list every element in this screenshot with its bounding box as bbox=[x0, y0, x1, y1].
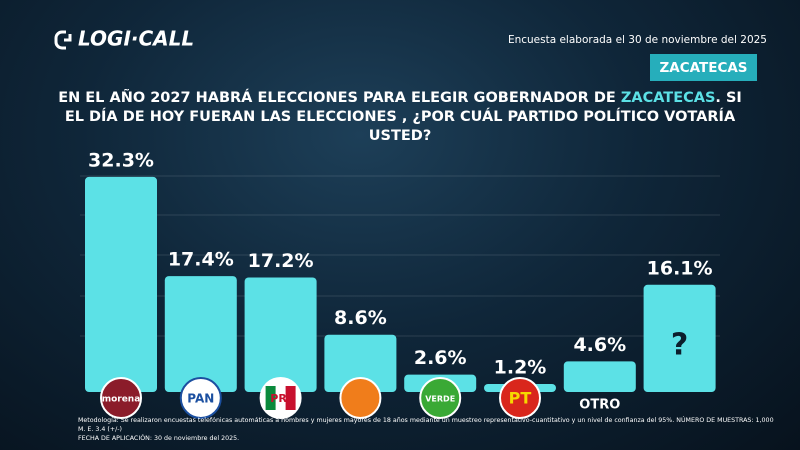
party-logo bbox=[419, 377, 462, 419]
title-highlight: ZACATECAS bbox=[620, 90, 716, 106]
category-label: PAN bbox=[187, 392, 214, 406]
category-label: OTRO bbox=[579, 398, 620, 413]
footnote-line: FECHA DE APLICACIÓN: 30 de noviembre del… bbox=[78, 435, 240, 442]
category-label: ? bbox=[671, 328, 688, 363]
bar bbox=[563, 361, 636, 392]
bar bbox=[85, 176, 157, 392]
title-part: . SI EL DÍA DE HOY FUERAN LAS ELECCIONES… bbox=[64, 90, 742, 144]
value-label: 8.6% bbox=[334, 307, 387, 329]
party-logo bbox=[339, 377, 382, 419]
logo-stripe bbox=[265, 386, 276, 410]
brand: LOGI·CALL bbox=[78, 27, 194, 51]
bar bbox=[164, 276, 237, 392]
footnote: Metodología: Se realizaron encuestas tel… bbox=[78, 416, 778, 443]
region: ZACATECAS bbox=[659, 60, 747, 76]
category-label: VERDE bbox=[425, 395, 455, 404]
region-badge bbox=[650, 54, 757, 81]
party-logo bbox=[179, 377, 222, 419]
category-label: PRI bbox=[270, 392, 291, 405]
value-label: 16.1% bbox=[647, 257, 713, 279]
chart-title: EN EL AÑO 2027 HABRÁ ELECCIONES PARA ELE… bbox=[55, 89, 745, 146]
brand-icon bbox=[54, 30, 72, 50]
value-label: 17.4% bbox=[168, 249, 234, 271]
title-part: EN EL AÑO 2027 HABRÁ ELECCIONES PARA ELE… bbox=[58, 90, 621, 106]
value-label: 4.6% bbox=[573, 334, 626, 356]
footnote-line: Metodología: Se realizaron encuestas tel… bbox=[78, 417, 774, 433]
party-logo bbox=[100, 377, 142, 419]
logo-stripe bbox=[285, 386, 296, 410]
party-logo bbox=[499, 377, 541, 419]
value-label: 17.2% bbox=[248, 250, 314, 272]
category-label: morena bbox=[102, 395, 141, 405]
bar bbox=[643, 284, 716, 392]
value-label: 1.2% bbox=[494, 357, 547, 379]
bar bbox=[324, 334, 397, 392]
value-label: 32.3% bbox=[88, 149, 154, 171]
bar bbox=[244, 277, 317, 392]
value-label: 2.6% bbox=[414, 347, 467, 369]
category-label: PT bbox=[509, 389, 532, 408]
subtitle: Encuesta elaborada el 30 de noviembre de… bbox=[508, 34, 767, 46]
